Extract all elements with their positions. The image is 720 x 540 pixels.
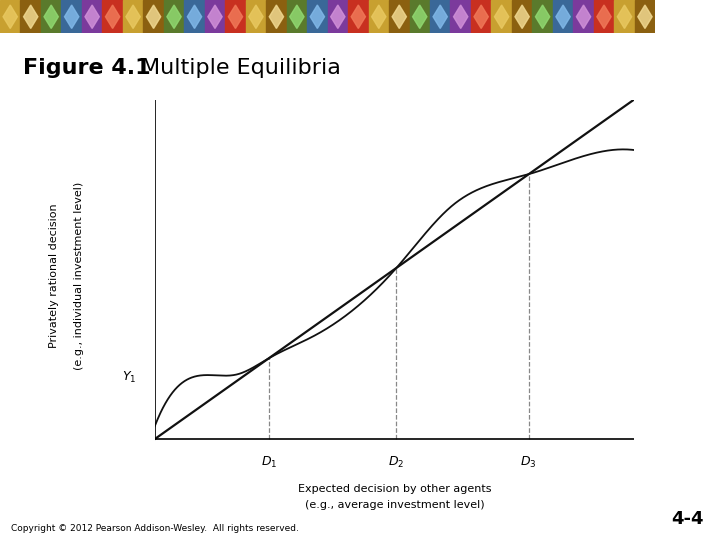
Bar bbox=[164, 0, 184, 33]
Polygon shape bbox=[597, 5, 611, 29]
Polygon shape bbox=[556, 5, 570, 29]
Polygon shape bbox=[289, 5, 304, 29]
Bar bbox=[0, 0, 20, 33]
Polygon shape bbox=[433, 5, 447, 29]
Text: $D_2$: $D_2$ bbox=[388, 455, 405, 470]
Bar bbox=[328, 0, 348, 33]
Bar bbox=[512, 0, 532, 33]
Bar bbox=[102, 0, 123, 33]
Polygon shape bbox=[413, 5, 427, 29]
Polygon shape bbox=[351, 5, 366, 29]
Bar bbox=[82, 0, 102, 33]
Bar bbox=[430, 0, 451, 33]
Bar bbox=[594, 0, 614, 33]
Polygon shape bbox=[617, 5, 631, 29]
Text: $Y_1$: $Y_1$ bbox=[122, 370, 137, 385]
Polygon shape bbox=[577, 5, 590, 29]
Bar bbox=[635, 0, 655, 33]
Bar bbox=[41, 0, 61, 33]
Bar bbox=[532, 0, 553, 33]
Text: Copyright © 2012 Pearson Addison-Wesley.  All rights reserved.: Copyright © 2012 Pearson Addison-Wesley.… bbox=[11, 524, 299, 532]
Polygon shape bbox=[515, 5, 529, 29]
Polygon shape bbox=[249, 5, 263, 29]
Bar bbox=[266, 0, 287, 33]
Polygon shape bbox=[310, 5, 325, 29]
Text: $D_3$: $D_3$ bbox=[521, 455, 537, 470]
Text: Multiple Equilibria: Multiple Equilibria bbox=[141, 58, 341, 78]
Polygon shape bbox=[372, 5, 386, 29]
Bar bbox=[410, 0, 430, 33]
Polygon shape bbox=[474, 5, 488, 29]
Bar bbox=[123, 0, 143, 33]
Polygon shape bbox=[392, 5, 406, 29]
Polygon shape bbox=[146, 5, 161, 29]
Bar bbox=[553, 0, 573, 33]
Bar bbox=[61, 0, 82, 33]
Polygon shape bbox=[228, 5, 243, 29]
Text: Figure 4.1: Figure 4.1 bbox=[23, 58, 150, 78]
Bar bbox=[143, 0, 164, 33]
Text: (e.g., individual investment level): (e.g., individual investment level) bbox=[74, 181, 84, 369]
Polygon shape bbox=[105, 5, 120, 29]
Polygon shape bbox=[330, 5, 345, 29]
Bar bbox=[287, 0, 307, 33]
Bar bbox=[369, 0, 389, 33]
Bar bbox=[246, 0, 266, 33]
Bar bbox=[204, 0, 225, 33]
Polygon shape bbox=[44, 5, 58, 29]
Bar bbox=[307, 0, 328, 33]
Polygon shape bbox=[85, 5, 99, 29]
Text: (e.g., average investment level): (e.g., average investment level) bbox=[305, 500, 485, 510]
Bar bbox=[389, 0, 410, 33]
Text: Expected decision by other agents: Expected decision by other agents bbox=[298, 484, 491, 494]
Bar bbox=[573, 0, 594, 33]
Polygon shape bbox=[65, 5, 78, 29]
Polygon shape bbox=[167, 5, 181, 29]
Bar bbox=[471, 0, 492, 33]
Polygon shape bbox=[3, 5, 17, 29]
Polygon shape bbox=[269, 5, 284, 29]
Polygon shape bbox=[454, 5, 468, 29]
Bar bbox=[451, 0, 471, 33]
Polygon shape bbox=[495, 5, 509, 29]
Polygon shape bbox=[536, 5, 550, 29]
Bar bbox=[20, 0, 41, 33]
Text: $D_1$: $D_1$ bbox=[261, 455, 277, 470]
Text: Privately rational decision: Privately rational decision bbox=[49, 203, 59, 348]
Bar bbox=[184, 0, 204, 33]
Bar bbox=[614, 0, 635, 33]
Polygon shape bbox=[24, 5, 38, 29]
Polygon shape bbox=[638, 5, 652, 29]
Polygon shape bbox=[187, 5, 202, 29]
Bar bbox=[225, 0, 246, 33]
Text: 4-4: 4-4 bbox=[671, 510, 704, 529]
Bar bbox=[492, 0, 512, 33]
Bar bbox=[348, 0, 369, 33]
Polygon shape bbox=[208, 5, 222, 29]
Polygon shape bbox=[126, 5, 140, 29]
